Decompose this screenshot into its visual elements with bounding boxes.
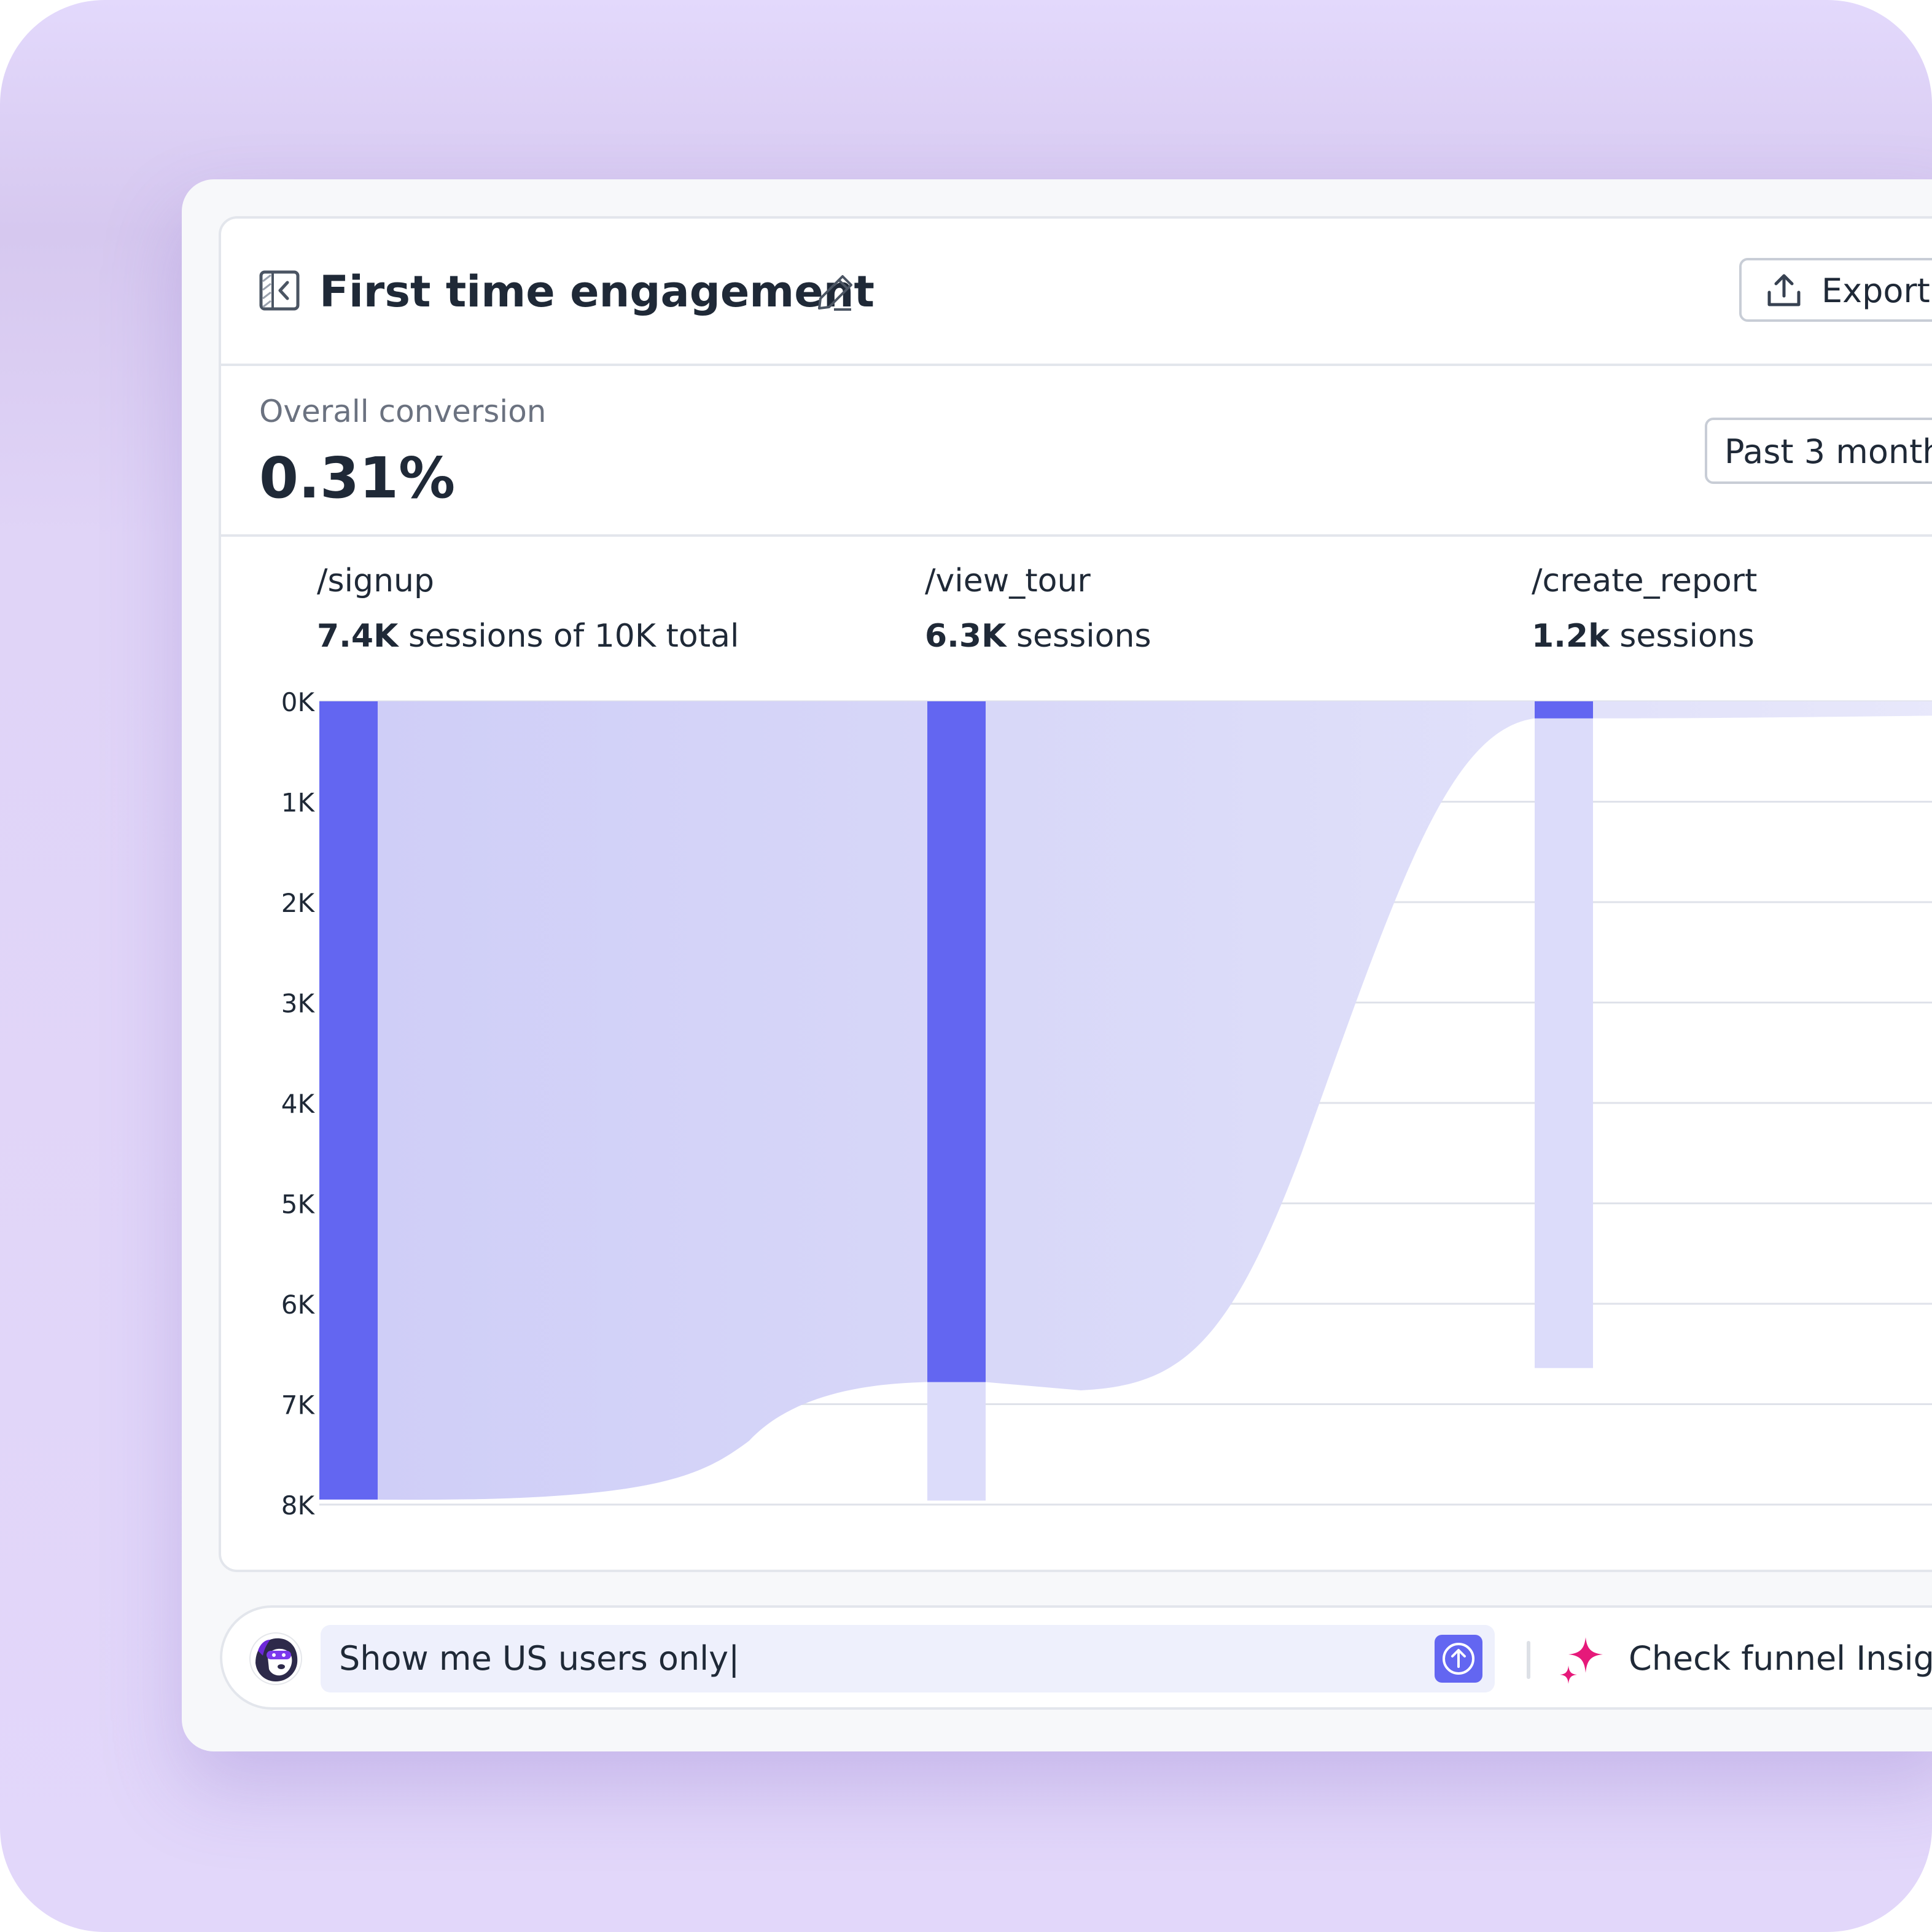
funnel-bar-dropoff: [927, 1382, 986, 1501]
export-button[interactable]: Export: [1739, 258, 1932, 322]
funnel-chart: 0K 1K 2K 3K 4K 5K 6K 7K 8K: [281, 687, 1932, 1521]
chat-input[interactable]: Show me US users only|: [321, 1625, 1495, 1692]
assistant-avatar-icon: [249, 1632, 302, 1685]
step-name-view-tour: /view_tour: [925, 563, 1091, 599]
y-tick-label: 8K: [281, 1490, 316, 1521]
card-header: First time engagement Export: [221, 219, 1932, 366]
date-range-dropdown[interactable]: Past 3 months: [1705, 418, 1932, 484]
assistant-chat-bar: Show me US users only| Check funnel Insi…: [220, 1605, 1932, 1710]
upload-icon: [1767, 274, 1801, 306]
step-sessions-create-report-count: 1.2k: [1532, 618, 1610, 655]
page-title: First time engagement: [319, 267, 875, 317]
funnel-bar-dropoff: [1535, 718, 1593, 1368]
arrow-up-icon: [1443, 1643, 1474, 1675]
step-sessions-view-tour: 6.3K sessions: [925, 617, 1151, 656]
export-label: Export: [1821, 271, 1930, 310]
y-tick-label: 3K: [281, 989, 316, 1019]
send-button[interactable]: [1435, 1635, 1482, 1683]
y-tick-label: 1K: [281, 788, 316, 818]
y-tick-label: 0K: [281, 687, 316, 717]
step-sessions-view-tour-text: sessions: [1006, 618, 1151, 655]
step-sessions-signup-count: 7.4K: [317, 618, 399, 655]
step-sessions-create-report: 1.2k sessions: [1532, 617, 1755, 656]
y-tick-label: 7K: [281, 1390, 316, 1420]
overall-conversion-value: 0.31%: [259, 445, 456, 511]
chat-divider: [1527, 1641, 1530, 1679]
funnel-card: First time engagement Export O: [219, 216, 1932, 1572]
app-window: First time engagement Export O: [182, 179, 1932, 1751]
funnel-flow-area: [378, 701, 1932, 1500]
check-funnel-insights-link[interactable]: Check funnel Insights: [1629, 1639, 1932, 1678]
y-tick-label: 5K: [281, 1190, 316, 1220]
y-tick-label: 4K: [281, 1089, 316, 1119]
y-tick-label: 2K: [281, 888, 316, 918]
step-sessions-signup-text: sessions of 10K total: [398, 618, 739, 655]
step-name-create-report: /create_report: [1532, 563, 1758, 599]
overall-conversion-label: Overall conversion: [259, 394, 547, 429]
y-tick-label: 6K: [281, 1290, 316, 1320]
step-sessions-create-report-text: sessions: [1609, 618, 1755, 655]
funnel-bar: [927, 701, 986, 1382]
edit-pencil-icon[interactable]: [816, 273, 855, 312]
funnel-bar: [319, 701, 378, 1500]
date-range-label: Past 3 months: [1724, 432, 1932, 471]
sparkle-icon[interactable]: [1559, 1635, 1608, 1684]
conversion-summary: Overall conversion 0.31% Past 3 months: [221, 366, 1932, 537]
step-name-signup: /signup: [317, 563, 434, 599]
chat-input-value: Show me US users only|: [339, 1639, 740, 1678]
funnel-bar: [1535, 701, 1593, 719]
collapse-sidebar-icon[interactable]: [259, 270, 300, 311]
step-sessions-view-tour-count: 6.3K: [925, 618, 1007, 655]
step-sessions-signup: 7.4K sessions of 10K total: [317, 617, 739, 656]
